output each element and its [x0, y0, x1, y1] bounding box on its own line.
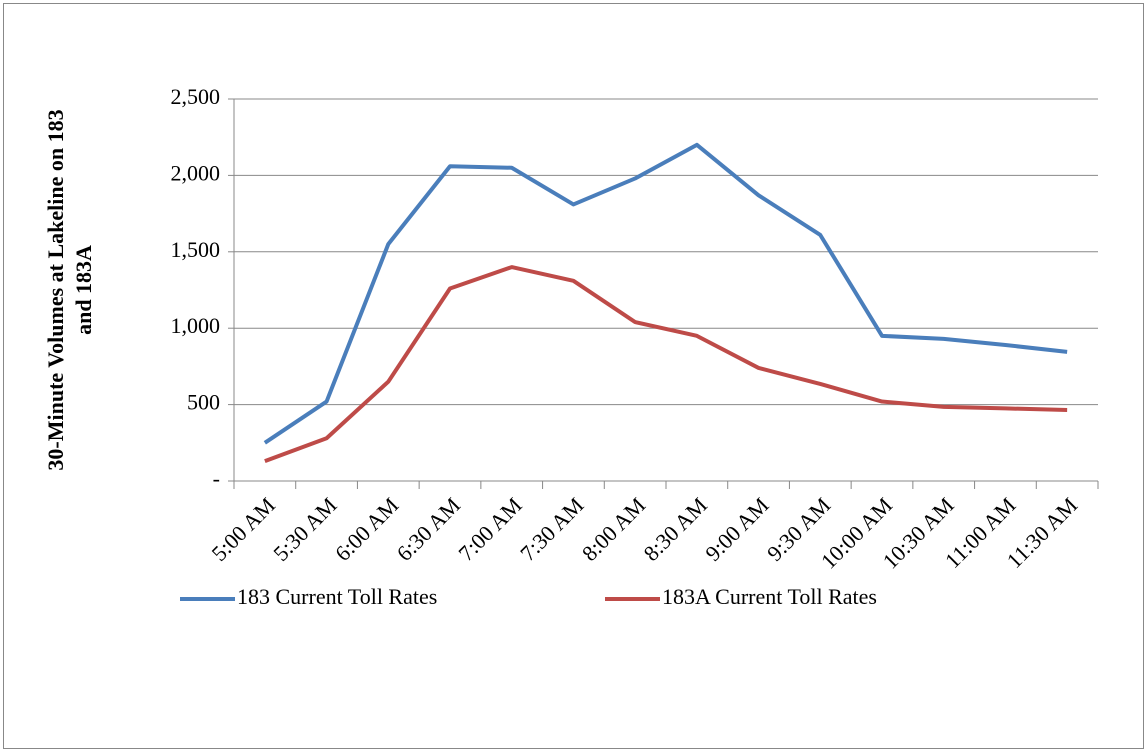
y-axis-title-line: 30-Minute Volumes at Lakeline on 183: [43, 109, 68, 470]
y-tick-label: 2,500: [171, 84, 221, 109]
y-tick-label: 500: [187, 390, 220, 415]
y-axis-title: 30-Minute Volumes at Lakeline on 183 and…: [43, 109, 96, 470]
y-tick-label: 1,500: [171, 237, 221, 262]
y-tick-label: 1,000: [171, 313, 221, 338]
legend-label: 183A Current Toll Rates: [662, 584, 877, 609]
chart-frame: [3, 3, 1144, 749]
legend-label: 183 Current Toll Rates: [237, 584, 437, 609]
y-axis-title-line: and 183A: [71, 245, 96, 335]
series-line: [264, 265, 1068, 464]
y-tick-label: 2,000: [171, 160, 221, 185]
series-line: [263, 142, 1068, 445]
y-tick-label: -: [213, 466, 220, 491]
